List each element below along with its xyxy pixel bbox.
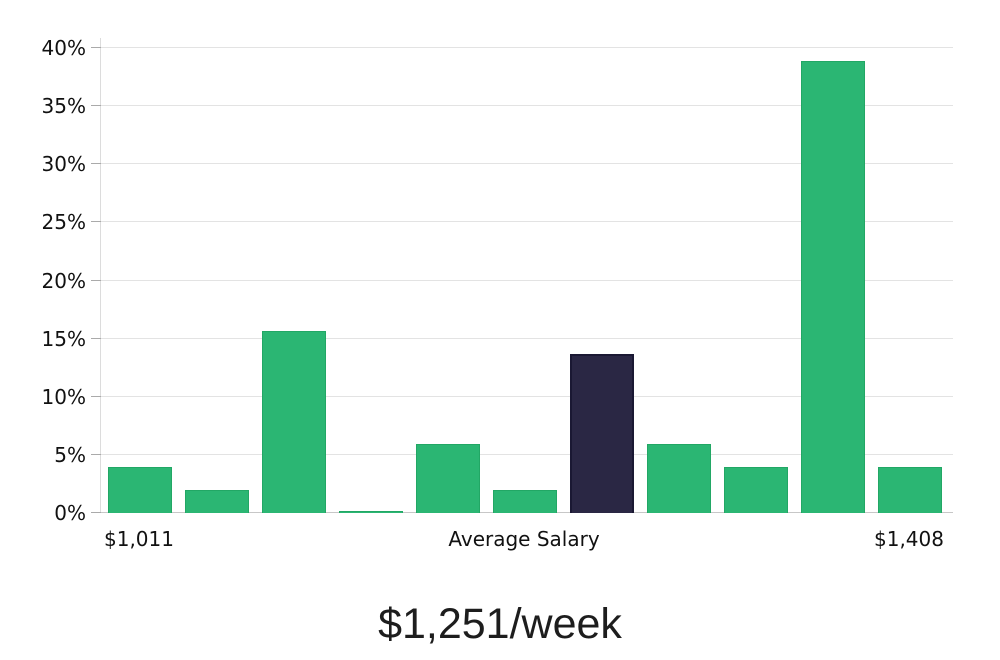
gridline [101,395,953,397]
gridline [101,163,953,165]
axis-tick [91,47,101,48]
gridline [101,453,953,455]
plot-area [91,38,953,513]
y-axis-tick-label: 15% [41,326,86,351]
x-axis-label: $1,011 [104,527,174,551]
distribution-bar [801,60,865,513]
x-axis-label: Average Salary [448,527,600,551]
x-axis-label: $1,408 [874,527,944,551]
distribution-bar [647,444,711,513]
distribution-bar [493,489,557,513]
y-axis-tick-label: 5% [54,442,86,467]
gridline [101,279,953,281]
axis-tick [91,395,101,397]
average-salary-bar [570,353,634,513]
y-axis-tick-label: 25% [41,210,86,235]
distribution-bar [416,444,480,513]
axis-tick [91,163,101,165]
axis-tick [91,512,101,513]
distribution-bar [878,466,942,513]
distribution-bar [724,466,788,513]
y-axis-tick-label: 0% [54,501,86,525]
distribution-bar [339,510,403,513]
axis-tick [91,279,101,281]
distribution-bar [108,466,172,513]
axis-tick [91,105,101,107]
gridline [101,221,953,223]
y-axis-tick-label: 40% [41,36,86,60]
gridline [101,337,953,339]
axis-tick [91,453,101,455]
axis-tick [91,221,101,223]
y-axis-tick-label: 20% [41,268,86,293]
gridline [101,47,953,48]
gridline [101,105,953,107]
y-axis-tick-label: 30% [41,152,86,177]
y-axis-tick-label: 35% [41,94,86,119]
chart-title: $1,251/week [378,600,622,648]
distribution-bar [185,489,249,513]
y-axis-tick-label: 10% [41,384,86,409]
axis-tick [91,337,101,339]
distribution-bar [262,330,326,513]
